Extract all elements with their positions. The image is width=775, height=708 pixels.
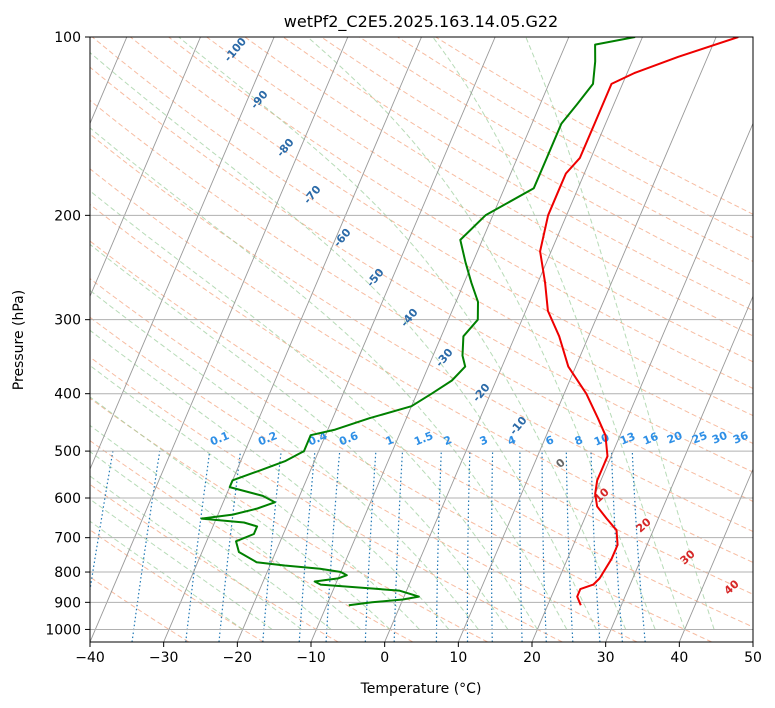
dry-adiabat bbox=[90, 397, 488, 642]
isotherms bbox=[90, 37, 753, 642]
plot-area: -100-90-80-70-60-50-40-30-20-100.1 0.2 0.4… bbox=[90, 37, 753, 642]
y-tick-label: 600 bbox=[54, 491, 81, 507]
x-tick-label: 0 bbox=[380, 650, 389, 666]
mixing-ratio-line bbox=[90, 450, 114, 594]
y-tick-label: 400 bbox=[54, 387, 81, 403]
moist-adiabat bbox=[432, 37, 686, 630]
isotherm bbox=[163, 37, 422, 642]
x-tick-label: 10 bbox=[449, 650, 467, 666]
isotherm bbox=[752, 640, 753, 642]
y-tick-label: 500 bbox=[54, 444, 81, 460]
y-tick-label: 100 bbox=[54, 30, 81, 46]
contour-label: 16 bbox=[641, 430, 660, 448]
y-tick-label: 800 bbox=[54, 565, 81, 581]
x-tick-label: −40 bbox=[75, 650, 105, 666]
moist-adiabat bbox=[90, 51, 597, 630]
moist-adiabat bbox=[90, 520, 243, 630]
contour-label: 30 bbox=[710, 429, 729, 447]
mixing-ratio-line bbox=[298, 451, 316, 642]
isotherm bbox=[310, 37, 570, 642]
moist-adiabat bbox=[90, 329, 450, 630]
dry-adiabat bbox=[244, 37, 753, 337]
sounding-series bbox=[200, 37, 739, 607]
temperature-line bbox=[539, 37, 739, 606]
moist-adiabat bbox=[90, 190, 538, 630]
contour-label: 36 bbox=[731, 429, 750, 447]
dry-adiabat bbox=[90, 203, 753, 595]
dry-adiabat bbox=[90, 133, 753, 533]
dry-adiabat bbox=[90, 99, 753, 502]
moist-adiabat bbox=[307, 37, 656, 630]
isotherm bbox=[384, 37, 643, 642]
isotherm bbox=[90, 37, 275, 471]
x-tick-label: 50 bbox=[744, 650, 762, 666]
contour-label: 20 bbox=[665, 429, 684, 447]
x-tick-label: −10 bbox=[296, 650, 326, 666]
x-axis-label: Temperature (°C) bbox=[360, 681, 482, 697]
contour-label: 13 bbox=[618, 430, 637, 448]
moist-adiabat bbox=[525, 37, 715, 630]
moist-adiabat bbox=[90, 127, 568, 630]
isotherm bbox=[605, 295, 753, 642]
contour-label: 8 bbox=[573, 433, 585, 448]
isotherm bbox=[678, 467, 753, 642]
y-axis-ticks: 100 200 300 400 500 600 700 800 900 1000 bbox=[45, 30, 90, 638]
dry-adiabat bbox=[90, 66, 753, 473]
dry-adiabat bbox=[90, 529, 264, 642]
x-axis-ticks: −40 −30 −20 −10 0 10 20 30 40 50 bbox=[75, 642, 762, 666]
dry-adiabat bbox=[90, 240, 753, 628]
moist-adiabat bbox=[178, 37, 627, 630]
contour-label: 1 bbox=[384, 433, 396, 448]
x-tick-label: 20 bbox=[523, 650, 541, 666]
contour-label: 2 bbox=[442, 433, 454, 448]
moist-adiabat bbox=[90, 364, 420, 630]
y-tick-label: 200 bbox=[54, 208, 81, 224]
mixing-ratio-line bbox=[218, 451, 242, 642]
contour-label: 25 bbox=[690, 429, 709, 447]
y-tick-label: 1000 bbox=[45, 622, 81, 638]
mixing-ratio-line bbox=[185, 451, 211, 642]
mixing-ratio-line bbox=[631, 451, 646, 642]
chart-title: wetPf2_C2E5.2025.163.14.05.G22 bbox=[284, 12, 558, 32]
x-tick-label: 30 bbox=[597, 650, 615, 666]
x-tick-label: 40 bbox=[670, 650, 688, 666]
moist-adiabats bbox=[90, 37, 715, 630]
y-tick-label: 900 bbox=[54, 595, 81, 611]
dry-adiabat bbox=[90, 483, 339, 642]
plot-frame bbox=[89, 36, 754, 643]
moist-adiabat bbox=[90, 424, 361, 630]
dry-adiabat bbox=[206, 37, 753, 363]
dewpoint-line bbox=[200, 37, 636, 607]
isotherm bbox=[531, 122, 753, 642]
moist-adiabat bbox=[90, 451, 332, 630]
contour-label: 3 bbox=[478, 433, 490, 448]
y-tick-label: 700 bbox=[54, 531, 81, 547]
x-tick-label: −30 bbox=[149, 650, 179, 666]
isotherm bbox=[457, 37, 717, 642]
dry-adiabat bbox=[90, 278, 712, 642]
x-tick-label: −20 bbox=[223, 650, 253, 666]
isotherm bbox=[236, 37, 496, 642]
isotherm bbox=[90, 37, 201, 298]
mixing-ratio-line bbox=[262, 451, 282, 642]
isobar-grid bbox=[90, 37, 753, 630]
dry-adiabat bbox=[90, 356, 563, 642]
y-tick-label: 300 bbox=[54, 313, 81, 329]
y-axis-label: Pressure (hPa) bbox=[11, 290, 27, 390]
moist-adiabat bbox=[90, 243, 509, 630]
isotherm bbox=[90, 37, 349, 642]
dry-adiabat bbox=[282, 37, 753, 312]
dry-adiabat bbox=[168, 37, 753, 389]
